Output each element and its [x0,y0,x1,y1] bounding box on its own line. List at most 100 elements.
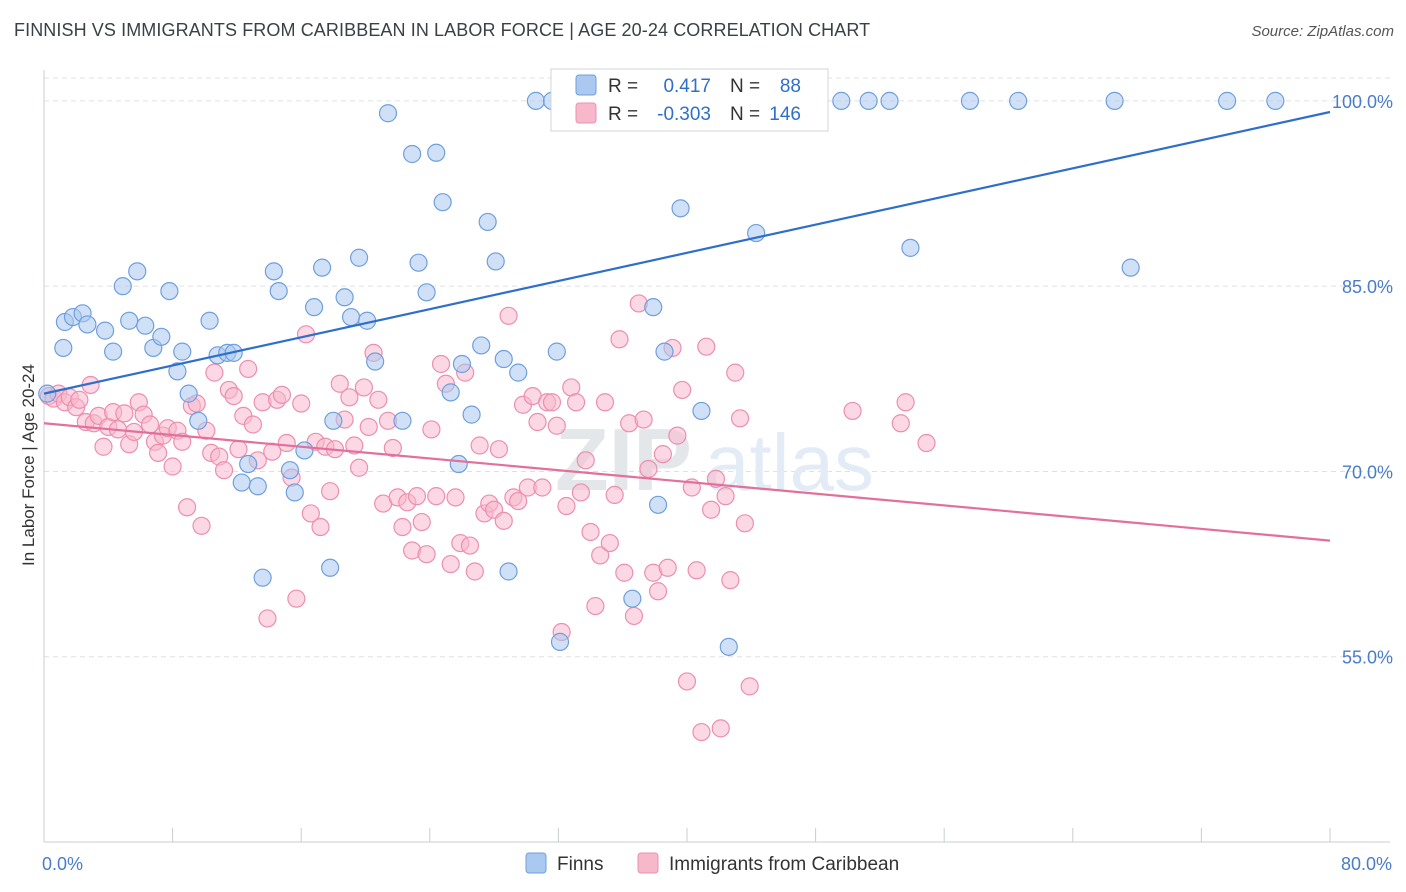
axes [43,70,1390,843]
finns-point [253,568,272,587]
caribbean-point [528,412,547,432]
finns-point [78,315,97,334]
caribbean-point [735,514,754,533]
finns-point [295,441,314,460]
caribbean-point [359,417,378,437]
x-tick-label-max: 80.0% [1341,854,1392,874]
caribbean-point [407,487,427,506]
finns-point [478,212,497,232]
finns-point [152,327,171,346]
finns-point [1105,91,1124,110]
bottom-legend-finns-swatch [525,852,547,874]
finns-point [239,454,258,474]
finns-point [644,298,663,317]
caribbean-point [465,562,484,581]
finns-point [366,352,385,371]
caribbean-point [470,436,489,455]
finns-point [1266,91,1285,110]
caribbean-point [277,433,296,453]
caribbean-point [730,409,750,428]
caribbean-point [610,330,629,349]
caribbean-point [427,487,446,506]
finns-point [168,362,187,381]
caribbean-point [896,393,915,412]
finns-point [880,91,899,110]
caribbean-point [354,378,373,397]
finns-point [499,562,518,581]
caribbean-point [330,374,349,393]
finns-point [547,342,566,361]
caribbean-point [460,536,480,555]
finns-point [427,143,446,162]
caribbean-point [658,558,677,577]
legend-carib-r-label: R = [608,104,638,125]
caribbean-point [595,393,615,412]
caribbean-point [687,561,706,580]
caribbean-point [581,522,600,542]
y-tick-label: 100.0% [1332,92,1393,112]
caribbean-point [711,719,730,738]
finns-point [349,248,369,267]
caribbean-point [369,390,388,409]
caribbean-point [677,672,697,691]
caribbean-point [716,487,735,506]
finns-point [671,199,690,218]
finns-point [324,411,343,430]
bottom-legend-carib-label: Immigrants from Caribbean [669,854,899,875]
caribbean-point [177,498,197,517]
caribbean-point [571,483,591,502]
legend-finns-n-label: N = [730,76,760,97]
caribbean-point [224,386,243,406]
finns-point [264,262,283,281]
caribbean-point [600,533,619,553]
finns-point [449,454,468,474]
y-axis-title: In Labor Force | Age 20-24 [19,364,38,566]
caribbean-point [489,440,509,459]
finns-point [136,316,155,335]
caribbean-point [292,394,311,413]
caribbean-point [422,420,441,439]
caribbean-point [243,415,263,434]
finns-point [623,589,642,608]
caribbean-point [383,438,402,458]
y-tick-label: 85.0% [1342,277,1393,297]
finns-point [648,495,668,514]
finns-point [403,144,422,164]
caribbean-point [648,582,668,601]
caribbean-point [566,393,586,412]
caribbean-trend-line [43,422,1331,542]
caribbean-point [639,459,658,479]
bottom-legend-finns-label: Finns [557,854,603,875]
caribbean-point [547,416,566,435]
finns-trend-line [43,110,1331,395]
caribbean-point [605,485,624,505]
caribbean-point [576,451,595,470]
caribbean-point [653,445,672,464]
caribbean-point [70,390,89,409]
caribbean-point [740,677,759,696]
finns-point [901,238,920,257]
finns-point [1121,258,1140,277]
finns-point [472,336,491,355]
caribbean-point [412,512,431,532]
caribbean-point [702,500,721,519]
finns-point [417,283,436,302]
caribbean-point [557,496,576,516]
caribbean-point [615,563,634,582]
caribbean-point [586,596,605,616]
caribbean-point [591,546,610,565]
finns-point [285,483,304,502]
legend-finns-r-value: 0.417 [663,76,711,97]
finns-point [128,262,147,281]
finns-point [335,288,354,307]
legend-finns-n-value: 88 [780,76,801,97]
chart-title: FINNISH VS IMMIGRANTS FROM CARIBBEAN IN … [14,20,871,40]
caribbean-point [393,517,412,537]
caribbean-point [349,458,369,477]
finns-point [433,193,452,212]
series-caribbean-points [39,294,936,742]
caribbean-point [214,461,234,480]
caribbean-point [624,606,644,626]
caribbean-point [891,414,910,433]
caribbean-point [417,545,436,564]
